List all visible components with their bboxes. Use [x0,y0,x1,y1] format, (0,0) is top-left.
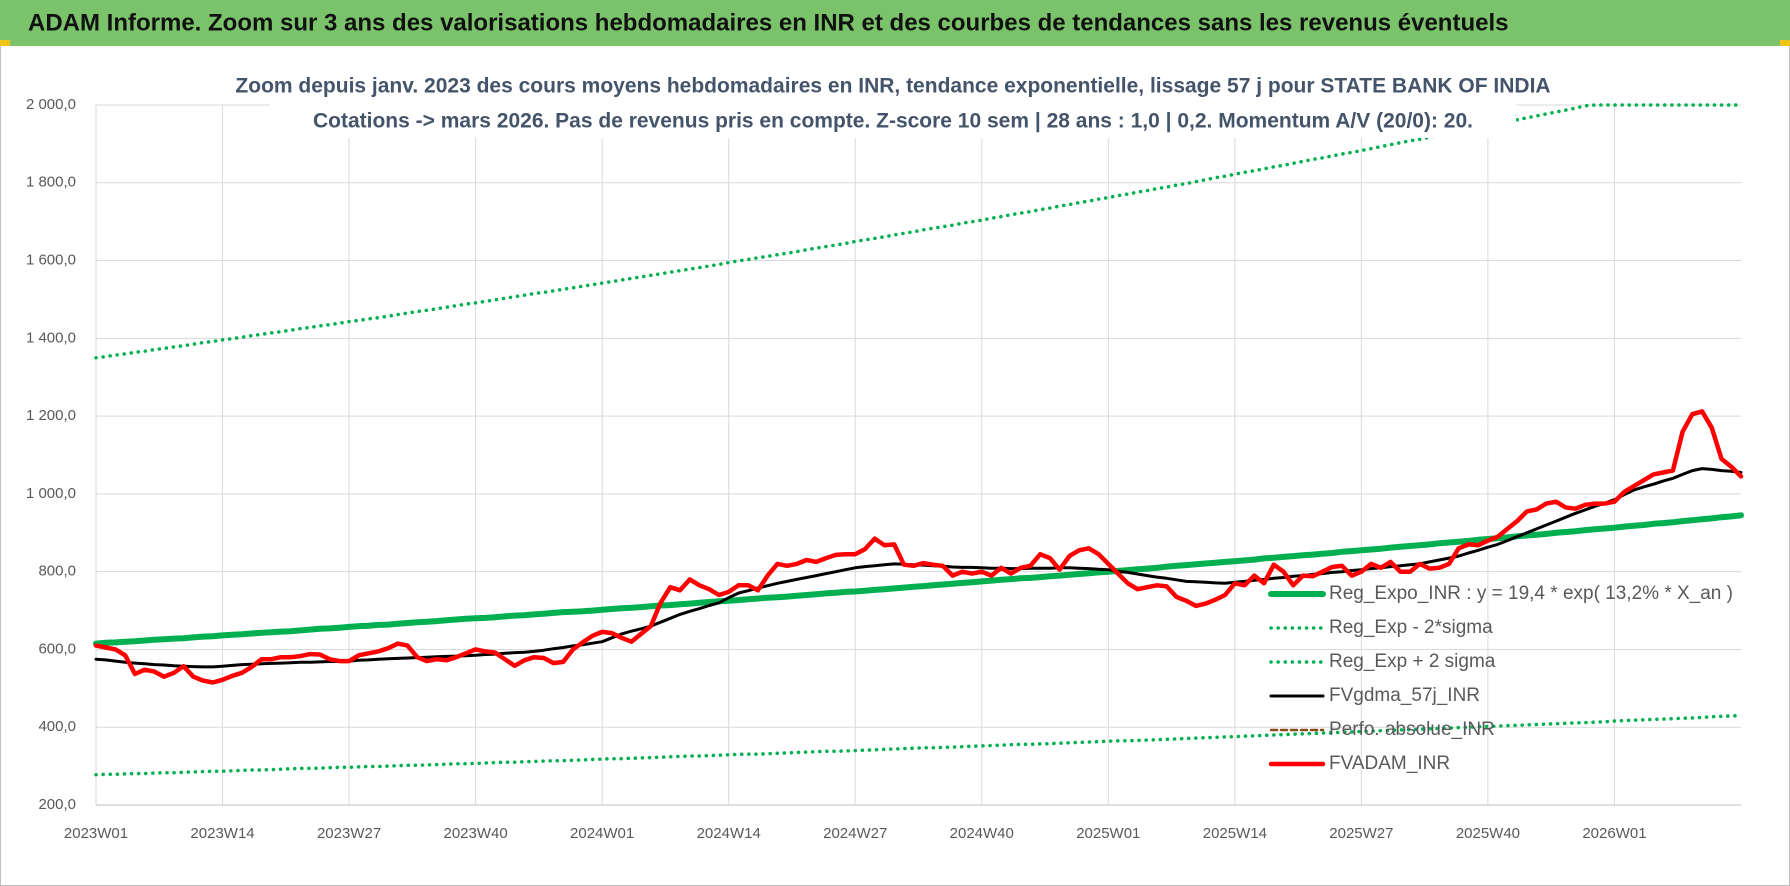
x-tick-label: 2024W27 [823,825,887,842]
x-tick-label: 2023W01 [64,825,128,842]
x-tick-label: 2024W01 [570,825,634,842]
corner-mark [0,40,10,46]
corner-mark [1780,40,1790,46]
chart-title: Zoom depuis janv. 2023 des cours moyens … [235,75,1550,98]
x-tick-label: 2026W01 [1582,825,1646,842]
y-tick-label: 1 200,0 [26,407,76,424]
y-tick-label: 2 000,0 [26,96,76,113]
x-tick-label: 2023W14 [190,825,254,842]
legend-label: Reg_Expo_INR : y = 19,4 * exp( 13,2% * X… [1329,583,1733,604]
page-title: ADAM Informe. Zoom sur 3 ans des valoris… [28,9,1508,36]
y-tick-label: 600,0 [38,640,76,657]
x-tick-label: 2025W01 [1076,825,1140,842]
chart-subtitle: Cotations -> mars 2026. Pas de revenus p… [313,110,1473,133]
x-tick-label: 2025W14 [1203,825,1267,842]
series-line [93,512,1744,647]
legend-label: Reg_Exp + 2 sigma [1329,651,1496,672]
y-tick-label: 400,0 [38,718,76,735]
y-tick-label: 1 400,0 [26,329,76,346]
y-tick-label: 1 000,0 [26,485,76,502]
y-tick-label: 200,0 [38,796,76,813]
x-tick-label: 2024W40 [950,825,1014,842]
series-line [94,713,1743,777]
y-tick-label: 1 600,0 [26,252,76,269]
y-tick-label: 1 800,0 [26,174,76,191]
legend-label: Perfo. absolue_INR [1329,719,1495,740]
x-tick-label: 2025W40 [1456,825,1520,842]
legend-label: Reg_Exp - 2*sigma [1329,617,1493,638]
x-tick-label: 2023W27 [317,825,381,842]
y-tick-label: 800,0 [38,563,76,580]
x-tick-label: 2025W27 [1329,825,1393,842]
subtitle-box [270,70,1516,138]
legend-label: FVADAM_INR [1329,753,1450,774]
x-tick-label: 2023W40 [444,825,508,842]
series-line [93,409,1744,685]
banner [0,0,1790,46]
x-tick-label: 2024W14 [697,825,761,842]
legend-label: FVgdma_57j_INR [1329,685,1480,706]
